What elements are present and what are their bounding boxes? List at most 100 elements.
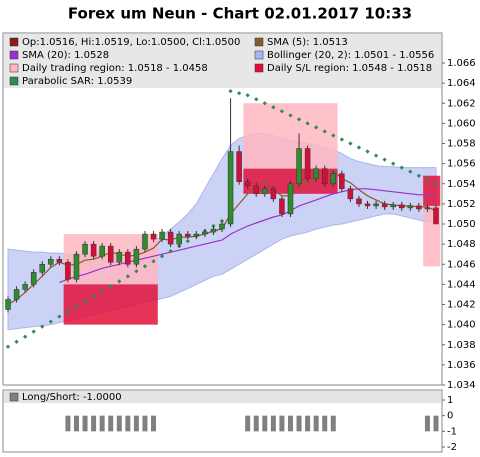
sar-dot — [322, 129, 327, 134]
legend-label: Op:1.0516, Hi:1.0519, Lo:1.0500, Cl:1.05… — [22, 37, 240, 48]
candle-body — [296, 148, 302, 184]
candle-body — [107, 245, 114, 263]
candle-body — [433, 207, 439, 225]
candle-body — [364, 203, 371, 207]
candle-body — [424, 207, 431, 210]
candle-body — [287, 183, 294, 215]
candle-body — [133, 248, 140, 265]
legend-swatch — [9, 76, 19, 86]
candle-body — [116, 251, 123, 263]
y-tick-label: 1.054 — [447, 179, 476, 190]
candle-body — [56, 258, 63, 263]
y-tick-label: 1.038 — [447, 340, 476, 351]
long-short-bar — [245, 415, 251, 432]
legend-label: SMA (5): 1.0513 — [267, 37, 348, 48]
candle-body — [22, 284, 28, 290]
sar-dot — [134, 269, 139, 274]
chart-title: Forex um Neun - Chart 02.01.2017 10:33 — [68, 5, 412, 23]
candle-body — [193, 233, 200, 237]
sar-dot — [356, 145, 362, 150]
candle-body — [39, 264, 45, 273]
long-short-bar — [305, 415, 311, 432]
candle-body — [347, 188, 354, 200]
daily-region — [243, 103, 338, 169]
plot-area: 1.034 1.036 1.038 1.040 1.042 1.044 1.046 1.048… — [4, 58, 476, 453]
candle-body — [142, 233, 148, 250]
candle-body — [159, 231, 165, 240]
legend-swatch — [254, 50, 264, 60]
sar-dot — [142, 264, 148, 269]
long-short-bar — [322, 415, 328, 432]
sar-dot — [236, 91, 242, 96]
candle-body — [73, 253, 80, 280]
candle-body — [399, 204, 405, 209]
y-tick-label: 1.034 — [447, 380, 476, 391]
legend-label: Daily trading region: 1.0518 - 1.0458 — [22, 63, 208, 74]
candle-body — [373, 203, 379, 207]
candle-body — [185, 233, 191, 237]
candle-body — [125, 251, 131, 265]
candle-body — [176, 233, 182, 245]
y-tick-label: 1 — [447, 395, 453, 406]
daily-region — [63, 284, 158, 325]
sar-dot — [254, 97, 259, 102]
legend-swatch — [254, 63, 264, 73]
sar-dot — [159, 254, 165, 259]
legend-swatch — [9, 37, 19, 47]
long-short-bar — [313, 415, 319, 432]
sar-dot — [382, 157, 387, 162]
candle-body — [48, 258, 54, 265]
y-tick-label: 1.036 — [447, 360, 476, 371]
long-short-bar — [108, 415, 114, 432]
legend-label: Long/Short: -1.0000 — [22, 392, 122, 403]
sar-dot — [373, 153, 379, 158]
candle-body — [236, 151, 242, 182]
candle-body — [227, 151, 234, 225]
y-tick-label: -2 — [447, 442, 457, 453]
legend-label: Parabolic SAR: 1.0539 — [22, 76, 132, 87]
long-short-bar — [262, 415, 268, 432]
indicator-line — [59, 188, 437, 283]
legend-swatch — [254, 37, 264, 47]
candle-body — [30, 272, 37, 285]
candle-body — [313, 168, 319, 179]
daily-region — [423, 175, 441, 206]
legend-label: SMA (20): 1.0528 — [22, 50, 109, 61]
long-short-bar — [151, 415, 157, 432]
y-tick-label: 1.052 — [447, 199, 476, 210]
candle-body — [219, 223, 225, 230]
long-short-bar — [65, 415, 71, 432]
long-short-bar — [287, 415, 293, 432]
candle-body — [202, 231, 208, 235]
legend-swatch — [9, 392, 19, 402]
candle-body — [262, 188, 268, 195]
long-short-bar — [142, 415, 148, 432]
candle-body — [304, 148, 311, 179]
candle-body — [5, 299, 11, 310]
candle-body — [407, 205, 414, 209]
y-tick-label: 1.046 — [447, 259, 476, 270]
sar-dot — [408, 169, 413, 174]
sar-dot — [416, 173, 422, 178]
y-tick-label: 1.058 — [447, 139, 476, 150]
candle-body — [279, 198, 285, 215]
candle-body — [339, 173, 345, 190]
long-short-bar — [133, 415, 139, 432]
y-tick-label: 1.062 — [447, 98, 476, 109]
long-short-bar — [296, 415, 302, 432]
legend: Op:1.0516, Hi:1.0519, Lo:1.0500, Cl:1.05… — [9, 37, 434, 87]
long-short-bar — [424, 415, 430, 432]
sar-dot — [348, 141, 353, 146]
candle-body — [321, 168, 328, 184]
y-tick-label: 0 — [447, 411, 453, 422]
candle-body — [356, 198, 362, 205]
sar-dot — [433, 182, 439, 187]
legend-label: Bollinger (20, 2): 1.0501 - 1.0556 — [267, 50, 434, 61]
sar-dot — [399, 165, 404, 170]
candle-body — [330, 173, 337, 184]
candle-body — [167, 231, 174, 245]
sar-dot — [339, 137, 344, 142]
legend-swatch — [9, 63, 19, 73]
y-tick-label: -1 — [447, 426, 457, 437]
long-short-bar — [116, 415, 122, 432]
